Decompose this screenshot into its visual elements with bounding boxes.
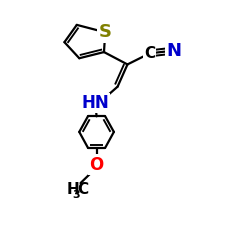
Text: HN: HN [82,94,109,112]
Text: 3: 3 [72,190,80,200]
Text: C: C [77,182,88,197]
Text: H: H [67,182,80,197]
Text: C: C [144,46,155,61]
Text: N: N [166,42,182,60]
Text: S: S [99,23,112,41]
Text: O: O [90,156,104,174]
